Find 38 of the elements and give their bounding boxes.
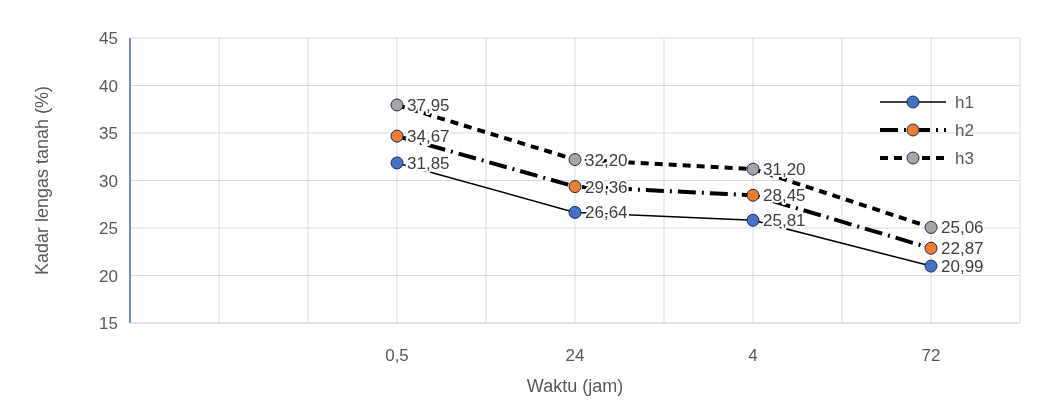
y-tick-label: 45 bbox=[99, 29, 118, 48]
y-tick-label: 15 bbox=[99, 314, 118, 333]
point bbox=[924, 241, 938, 255]
point bbox=[390, 156, 404, 170]
data-label: 31,20 bbox=[763, 160, 806, 180]
legend-label: h1 bbox=[955, 93, 974, 112]
data-label: 25,06 bbox=[941, 218, 984, 238]
y-axis-title: Kadar lengas tanah (%) bbox=[32, 85, 52, 276]
point bbox=[390, 129, 404, 143]
data-label: 37,95 bbox=[407, 95, 450, 115]
x-tick-label: 4 bbox=[748, 346, 758, 365]
data-label: 32,20 bbox=[585, 150, 628, 170]
data-label: 28,45 bbox=[763, 186, 806, 206]
data-label: 31,85 bbox=[407, 153, 450, 173]
point bbox=[924, 259, 938, 273]
y-tick-label: 30 bbox=[99, 171, 118, 191]
x-tick-label: 72 bbox=[921, 346, 941, 365]
point bbox=[568, 153, 582, 167]
point bbox=[746, 213, 760, 227]
y-tick-label: 40 bbox=[99, 76, 118, 96]
point bbox=[568, 205, 582, 219]
legend-label: h3 bbox=[955, 149, 974, 168]
x-axis-title: Waktu (jam) bbox=[526, 376, 624, 396]
legend-label: h2 bbox=[955, 121, 974, 140]
point bbox=[746, 162, 760, 176]
point bbox=[746, 188, 760, 202]
point bbox=[390, 98, 404, 112]
point bbox=[568, 180, 582, 194]
y-tick-label: 35 bbox=[99, 124, 118, 143]
x-tick-label: 0,5 bbox=[385, 346, 409, 365]
data-label: 20,99 bbox=[941, 257, 984, 277]
data-label: 25,81 bbox=[763, 211, 806, 231]
y-tick-label: 25 bbox=[99, 219, 118, 238]
x-tick-label: 24 bbox=[565, 346, 585, 365]
point bbox=[924, 220, 938, 234]
data-label: 34,67 bbox=[407, 127, 450, 147]
data-label: 22,87 bbox=[941, 239, 984, 259]
y-tick-label: 20 bbox=[99, 266, 118, 286]
